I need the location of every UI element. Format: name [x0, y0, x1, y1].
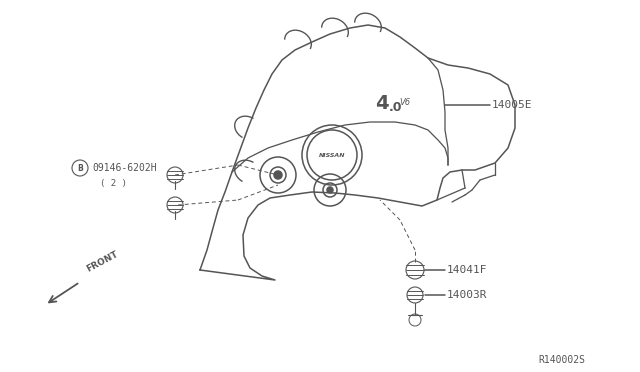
Text: B: B — [77, 164, 83, 173]
Text: FRONT: FRONT — [85, 250, 120, 274]
Circle shape — [274, 171, 282, 179]
Text: 14003R: 14003R — [447, 290, 488, 300]
Text: .0: .0 — [388, 100, 402, 113]
Text: V6: V6 — [399, 97, 411, 106]
Text: R140002S: R140002S — [538, 355, 585, 365]
Circle shape — [327, 187, 333, 193]
Text: NISSAN: NISSAN — [319, 153, 345, 157]
Text: ( 2 ): ( 2 ) — [100, 179, 127, 187]
Text: 09146-6202H: 09146-6202H — [92, 163, 157, 173]
Text: 14005E: 14005E — [492, 100, 532, 110]
Text: 14041F: 14041F — [447, 265, 488, 275]
Text: 4: 4 — [375, 93, 389, 112]
